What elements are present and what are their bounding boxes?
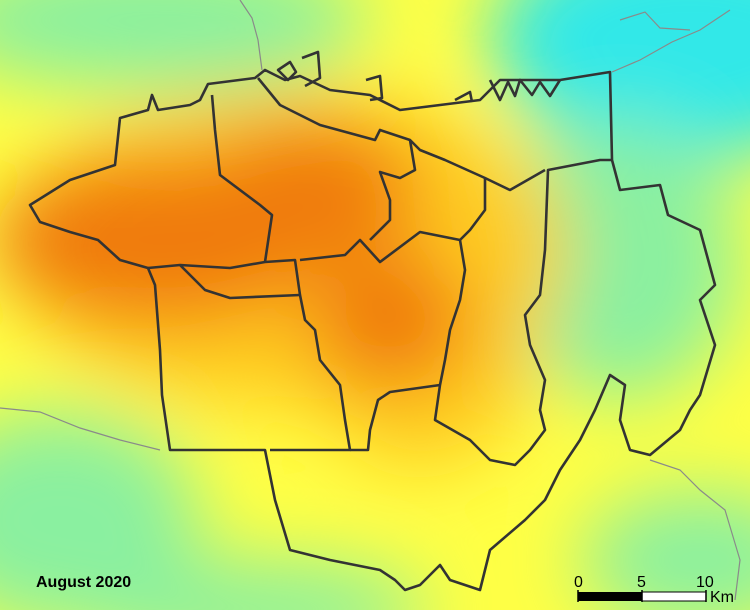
high-zone-c <box>310 250 470 390</box>
low-zone-s <box>70 560 430 610</box>
high-zone-n <box>200 120 420 260</box>
scale-tick-0: 0 <box>574 574 583 591</box>
low-zone-sw <box>0 410 200 610</box>
low-zone-ne <box>490 0 750 160</box>
outer-border-lines <box>0 0 741 601</box>
low-zone-se <box>580 490 750 610</box>
outer-boundary <box>28 68 717 592</box>
low-zone-n <box>0 0 370 90</box>
map-date-label: August 2020 <box>36 574 132 591</box>
scale-bar: 0 5 10 Km <box>574 574 734 606</box>
scale-bar-segment-2 <box>641 591 707 602</box>
low-zone-e <box>500 120 740 400</box>
scale-tick-5: 5 <box>637 574 646 591</box>
scale-unit: Km <box>710 589 734 606</box>
scale-bar-segment-1 <box>578 592 642 601</box>
district-boundaries <box>28 50 717 592</box>
scale-tick-10: 10 <box>696 574 714 591</box>
